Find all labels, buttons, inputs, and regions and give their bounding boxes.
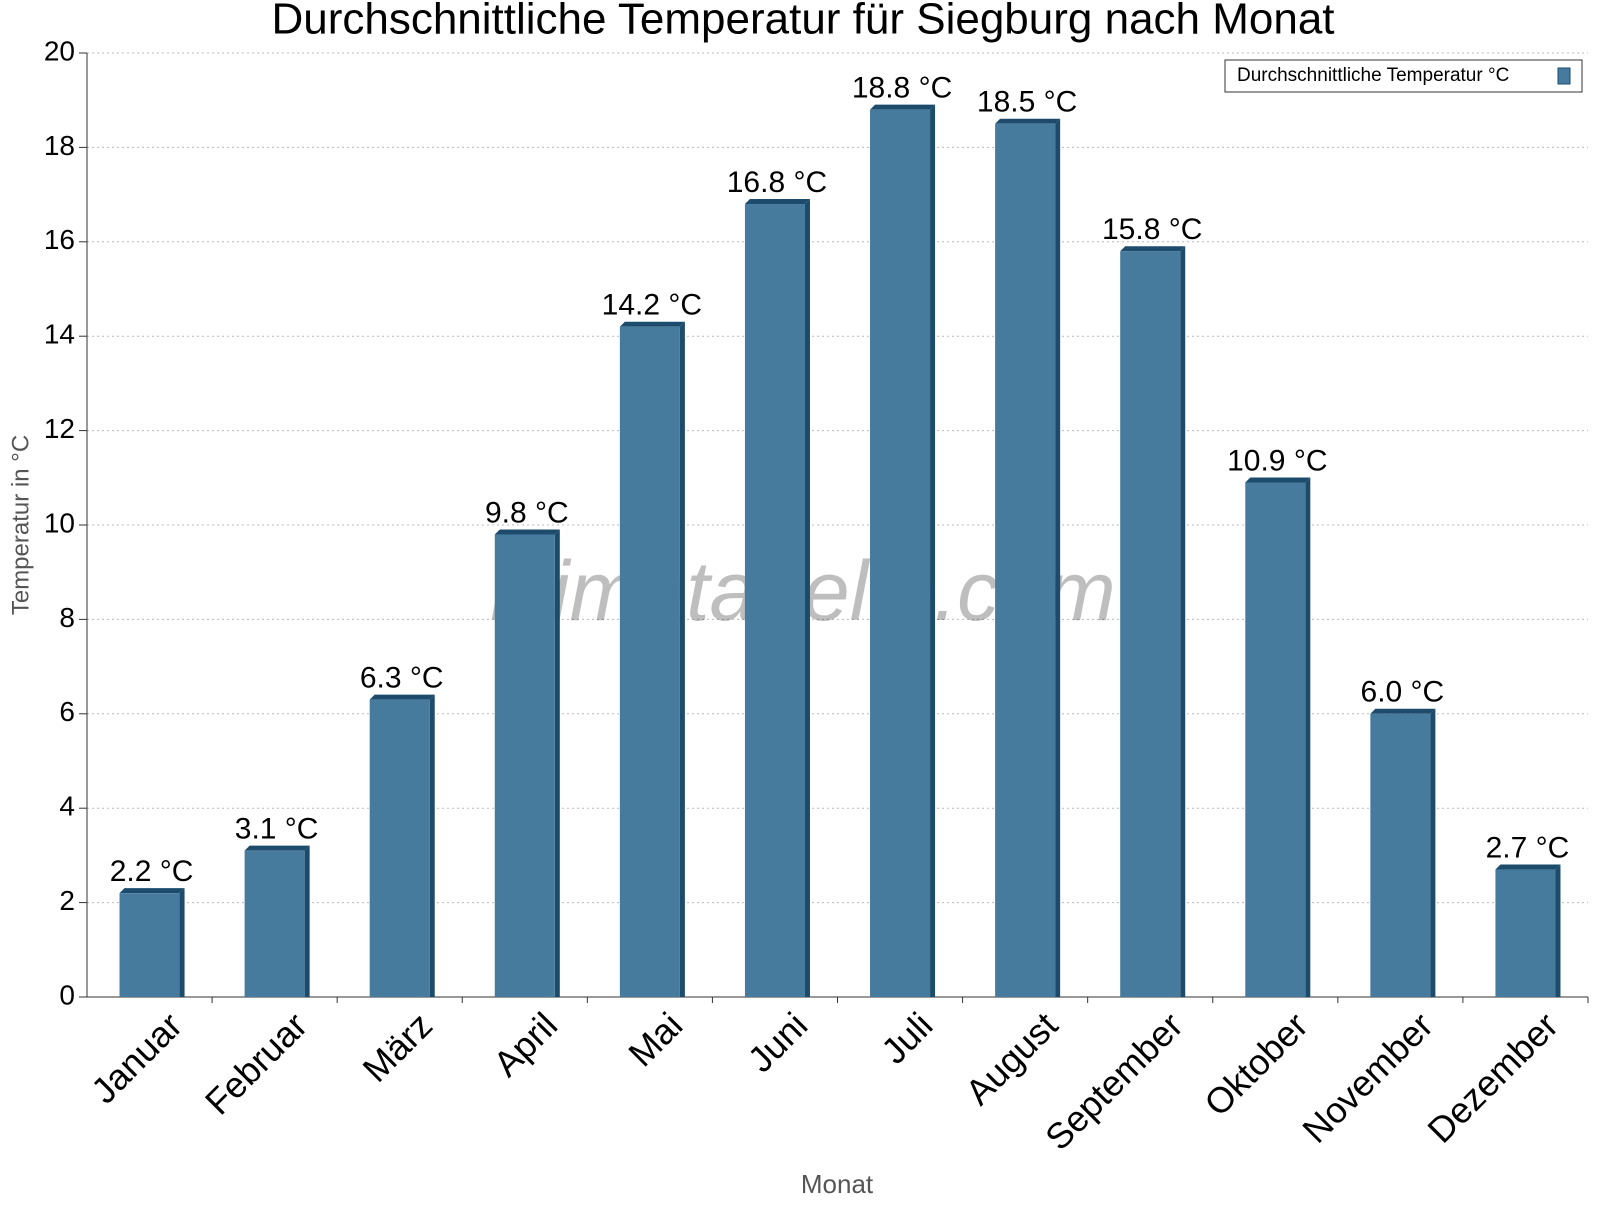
bar-top xyxy=(1370,708,1436,714)
x-tick-label: September xyxy=(1037,1004,1191,1158)
x-tick-label: Januar xyxy=(83,1004,190,1111)
y-tick-label: 10 xyxy=(44,507,75,538)
value-label: 18.5 °C xyxy=(977,86,1077,119)
legend-box xyxy=(1224,59,1583,93)
legend: Durchschnittliche Temperatur °C xyxy=(1224,59,1583,93)
bar xyxy=(1245,482,1306,997)
bar xyxy=(619,326,680,997)
bar-side xyxy=(1555,864,1561,997)
y-tick-label: 20 xyxy=(44,35,75,66)
bar xyxy=(369,699,430,997)
y-tick-label: 6 xyxy=(59,696,75,727)
bar-top xyxy=(494,529,560,535)
value-label: 6.3 °C xyxy=(360,662,444,695)
value-label: 10.9 °C xyxy=(1227,444,1327,477)
y-tick-label: 2 xyxy=(59,885,75,916)
x-tick-label: November xyxy=(1294,1004,1440,1150)
bar xyxy=(744,204,805,998)
bar xyxy=(995,123,1056,998)
x-tick-label: Juni xyxy=(740,1004,816,1080)
value-label: 15.8 °C xyxy=(1102,213,1202,246)
bar-top xyxy=(1245,477,1311,483)
x-tick-label: Oktober xyxy=(1196,1004,1316,1124)
y-tick-label: 18 xyxy=(44,130,75,161)
bar-top xyxy=(870,104,936,110)
bar-side xyxy=(1430,708,1436,997)
x-tick-label: August xyxy=(957,1004,1065,1112)
bar-top xyxy=(369,694,435,700)
value-label: 6.0 °C xyxy=(1361,676,1445,709)
value-label: 16.8 °C xyxy=(727,166,827,199)
bar-side xyxy=(429,694,435,997)
value-label: 2.7 °C xyxy=(1486,831,1570,864)
y-tick-label: 8 xyxy=(59,602,75,633)
x-tick-label: Mai xyxy=(620,1004,690,1074)
bar-side xyxy=(1055,118,1061,998)
x-tick-label: Februar xyxy=(197,1004,315,1122)
y-tick-label: 14 xyxy=(44,319,75,350)
x-tick-label: Dezember xyxy=(1419,1004,1565,1150)
bar-top xyxy=(744,199,810,205)
x-tick-label: April xyxy=(485,1004,565,1084)
value-label: 14.2 °C xyxy=(602,289,702,322)
y-tick-label: 16 xyxy=(44,224,75,255)
bar xyxy=(244,850,305,997)
chart-title: Durchschnittliche Temperatur für Siegbur… xyxy=(271,0,1334,44)
bar-side xyxy=(804,199,810,998)
bar-side xyxy=(1305,477,1311,997)
bar xyxy=(119,893,180,997)
value-label: 18.8 °C xyxy=(852,72,952,105)
x-axis-title: Monat xyxy=(801,1169,874,1199)
y-tick-label: 4 xyxy=(59,791,75,822)
bar-top xyxy=(119,888,185,894)
bar-top xyxy=(995,118,1061,124)
y-axis-title: Temperatur in °C xyxy=(7,435,34,615)
y-tick-label: 0 xyxy=(59,979,75,1010)
bar-side xyxy=(930,104,936,997)
bar-top xyxy=(244,845,310,851)
value-label: 9.8 °C xyxy=(485,496,569,529)
bar-side xyxy=(304,845,310,997)
bar-side xyxy=(554,529,560,997)
legend-swatch xyxy=(1557,67,1571,85)
bar xyxy=(1370,713,1431,997)
legend-label: Durchschnittliche Temperatur °C xyxy=(1237,65,1509,86)
bar-top xyxy=(619,321,685,327)
bar xyxy=(494,534,555,997)
bar xyxy=(1120,251,1181,998)
bar-top xyxy=(1120,246,1186,252)
bar-side xyxy=(1180,246,1186,998)
x-tick-label: Juli xyxy=(873,1004,940,1071)
y-tick-label: 12 xyxy=(44,413,75,444)
bar-side xyxy=(179,888,185,997)
bar-top xyxy=(1495,864,1561,870)
value-label: 2.2 °C xyxy=(110,855,194,888)
bar xyxy=(1495,869,1556,997)
value-label: 3.1 °C xyxy=(235,813,319,846)
x-tick-label: März xyxy=(355,1004,441,1090)
bar-side xyxy=(679,321,685,997)
bar xyxy=(870,109,931,997)
series xyxy=(119,104,1561,998)
